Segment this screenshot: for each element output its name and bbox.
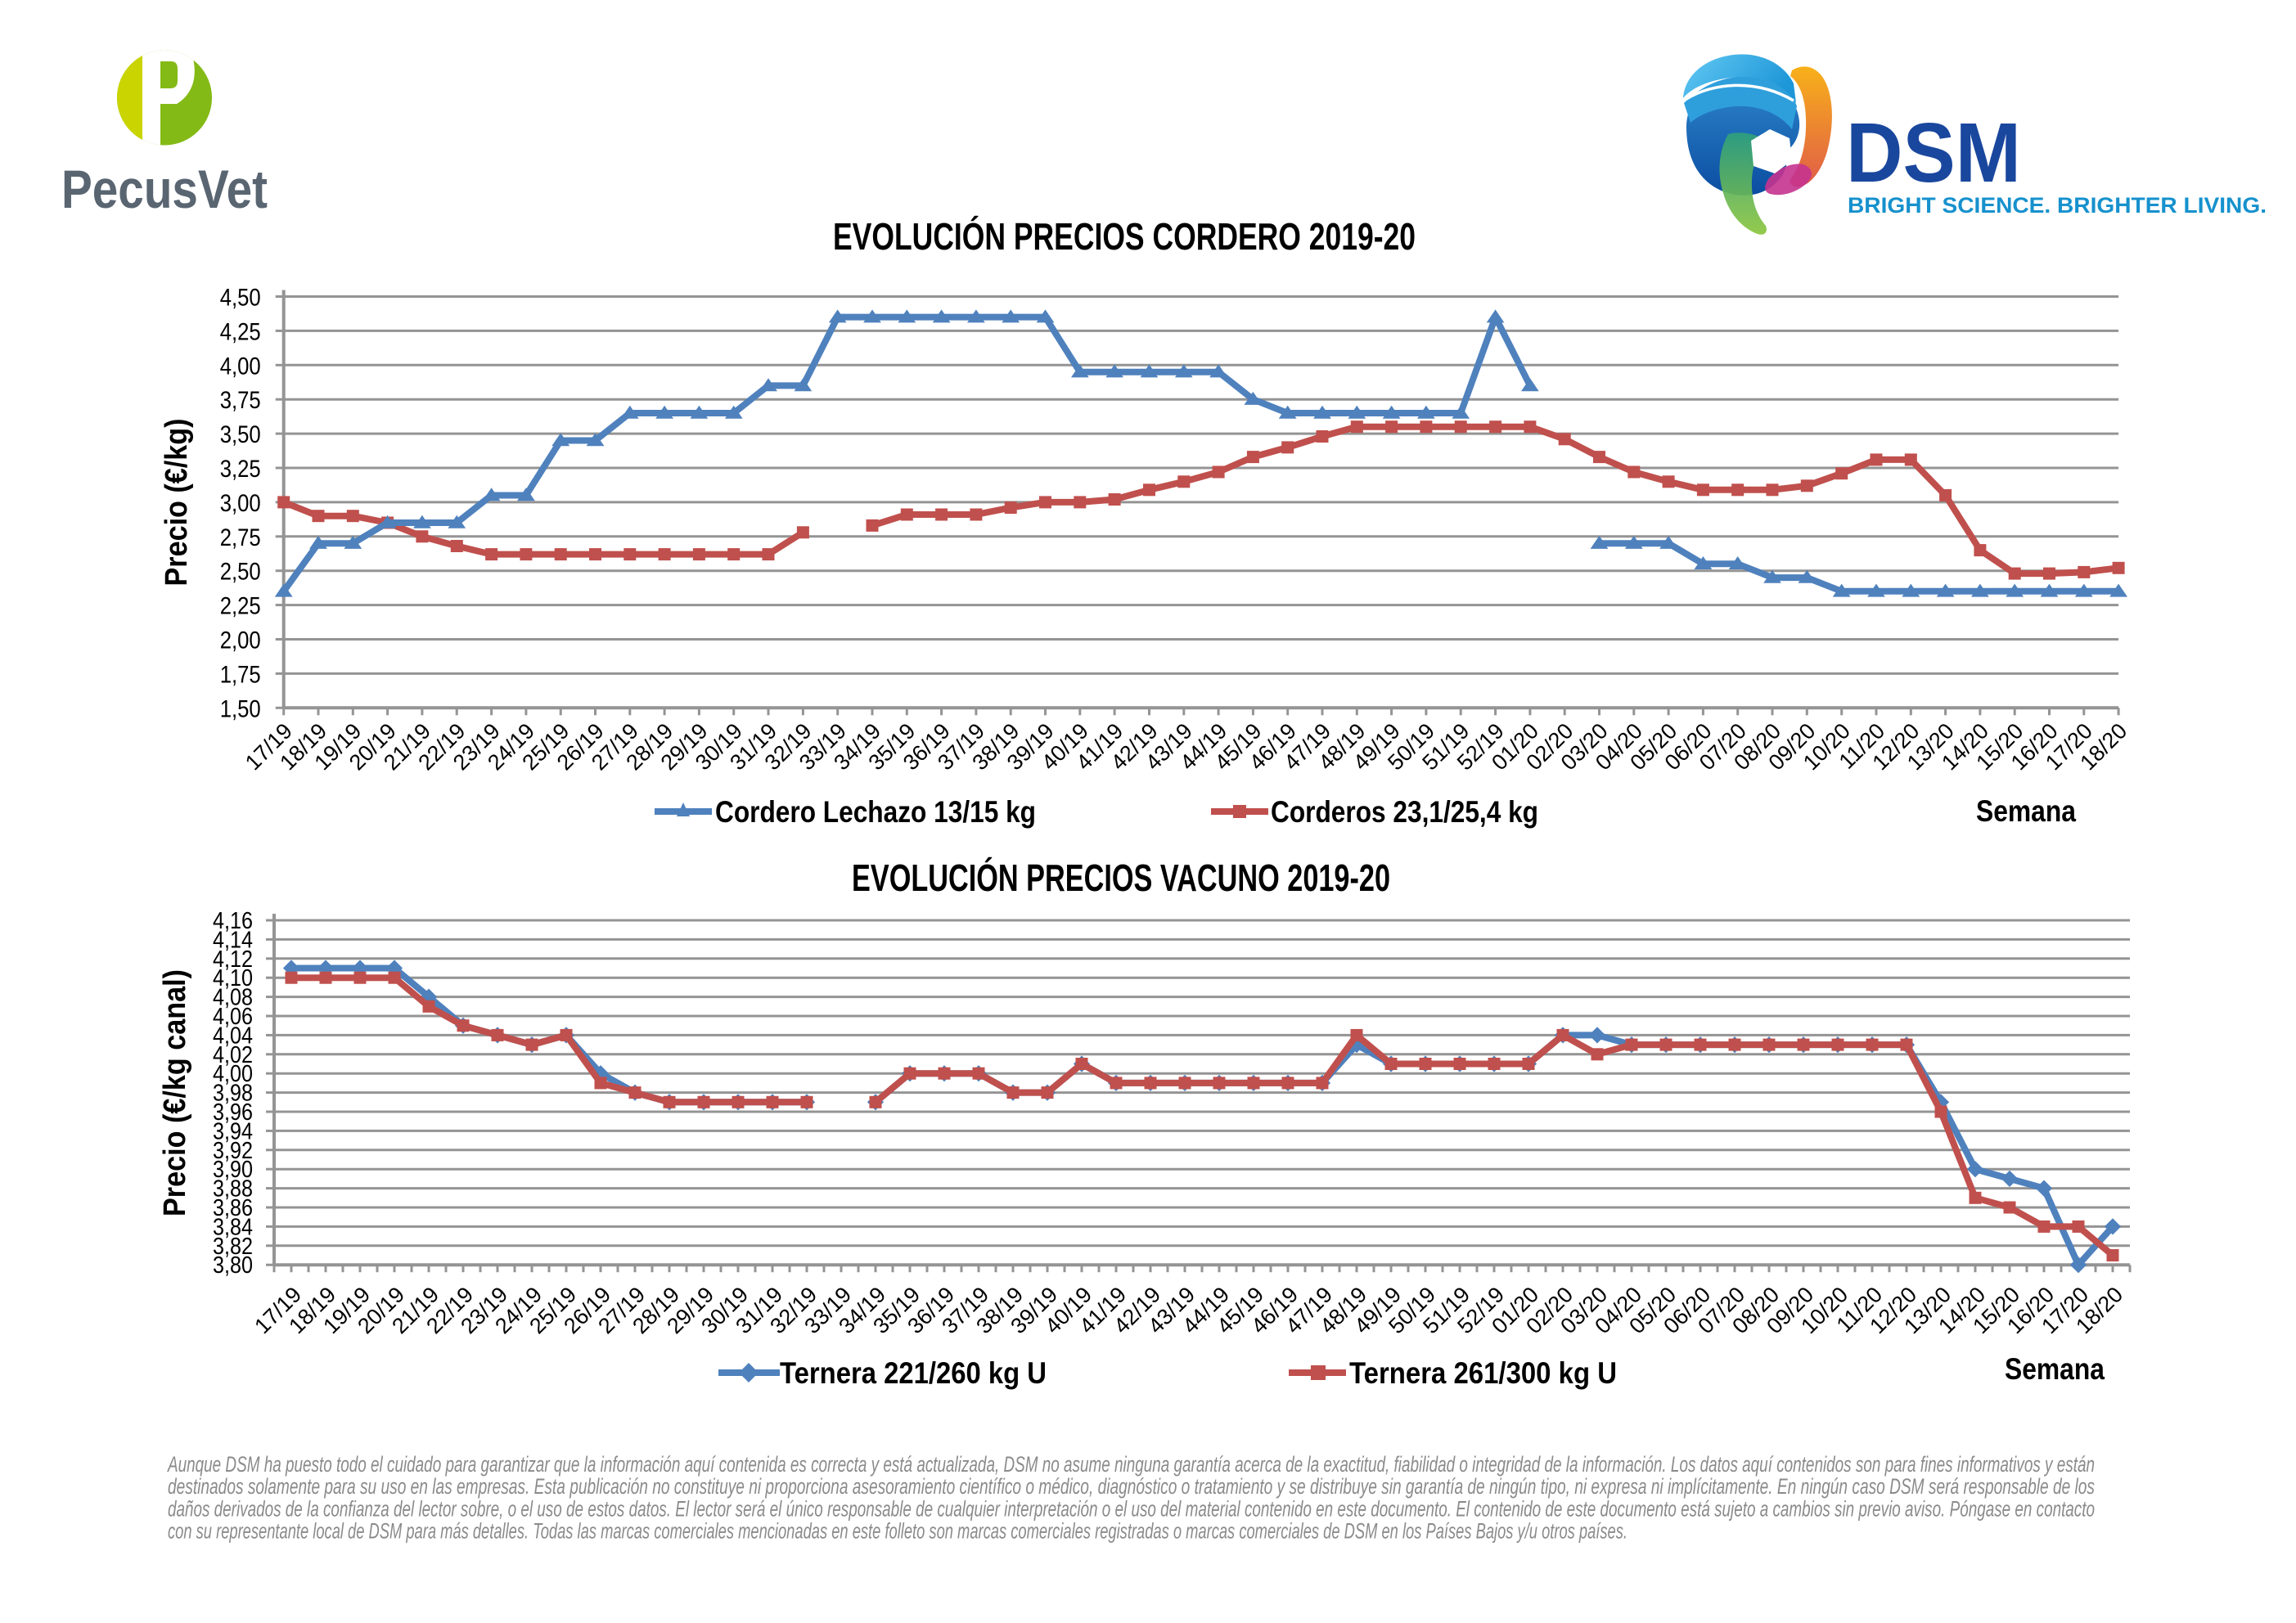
svg-text:1,75: 1,75 — [220, 661, 261, 688]
svg-text:destinados solamente para su u: destinados solamente para su uso en las … — [168, 1474, 2095, 1499]
svg-text:4,04: 4,04 — [213, 1023, 253, 1049]
svg-text:4,50: 4,50 — [220, 285, 261, 312]
svg-text:2,75: 2,75 — [220, 524, 261, 551]
svg-text:daños derivados de la confianz: daños derivados de la confianza del lect… — [168, 1496, 2095, 1521]
svg-text:4,16: 4,16 — [213, 908, 253, 934]
svg-text:Precio (€/kg canal): Precio (€/kg canal) — [158, 969, 192, 1216]
svg-text:PecusVet: PecusVet — [61, 159, 268, 219]
svg-text:con su representante local de: con su representante local de DSM para m… — [168, 1519, 1627, 1544]
svg-text:3,98: 3,98 — [213, 1081, 253, 1107]
svg-text:3,25: 3,25 — [220, 456, 261, 483]
svg-text:3,92: 3,92 — [213, 1138, 253, 1164]
svg-text:4,06: 4,06 — [213, 1004, 253, 1030]
svg-text:4,14: 4,14 — [213, 927, 253, 953]
svg-text:3,00: 3,00 — [220, 490, 261, 517]
svg-text:3,82: 3,82 — [213, 1234, 253, 1260]
svg-text:2,25: 2,25 — [220, 593, 261, 620]
svg-text:Semana: Semana — [1976, 794, 2076, 828]
svg-text:3,94: 3,94 — [213, 1118, 253, 1144]
svg-text:Aunque DSM ha puesto todo el c: Aunque DSM ha puesto todo el cuidado par… — [167, 1452, 2095, 1477]
svg-text:3,86: 3,86 — [213, 1195, 253, 1221]
svg-text:Ternera 261/300 kg U: Ternera 261/300 kg U — [1349, 1356, 1617, 1390]
svg-text:3,80: 3,80 — [213, 1252, 253, 1279]
svg-text:4,00: 4,00 — [220, 353, 261, 380]
svg-text:3,75: 3,75 — [220, 387, 261, 414]
svg-text:4,02: 4,02 — [213, 1042, 253, 1068]
svg-text:Corderos 23,1/25,4 kg: Corderos 23,1/25,4 kg — [1271, 795, 1538, 829]
svg-text:4,08: 4,08 — [213, 985, 253, 1011]
svg-text:2,50: 2,50 — [220, 559, 261, 586]
svg-text:EVOLUCIÓN PRECIOS CORDERO 2019: EVOLUCIÓN PRECIOS CORDERO 2019-20 — [833, 215, 1416, 258]
svg-text:3,50: 3,50 — [220, 421, 261, 448]
svg-text:Semana: Semana — [2005, 1352, 2105, 1386]
svg-text:3,90: 3,90 — [213, 1157, 253, 1183]
svg-text:BRIGHT SCIENCE. BRIGHTER LIVIN: BRIGHT SCIENCE. BRIGHTER LIVING. — [1848, 193, 2267, 218]
svg-text:EVOLUCIÓN PRECIOS VACUNO 2019-: EVOLUCIÓN PRECIOS VACUNO 2019-20 — [852, 856, 1390, 899]
svg-text:1,50: 1,50 — [220, 695, 261, 722]
svg-text:Ternera 221/260 kg U: Ternera 221/260 kg U — [780, 1356, 1047, 1390]
svg-text:2,00: 2,00 — [220, 627, 261, 654]
svg-text:4,12: 4,12 — [213, 946, 253, 973]
svg-text:4,25: 4,25 — [220, 318, 261, 345]
svg-text:4,10: 4,10 — [213, 965, 253, 991]
svg-text:4,00: 4,00 — [213, 1061, 253, 1087]
svg-text:DSM: DSM — [1846, 106, 2021, 200]
svg-text:3,84: 3,84 — [213, 1214, 253, 1240]
svg-text:3,88: 3,88 — [213, 1176, 253, 1203]
svg-text:Cordero Lechazo 13/15 kg: Cordero Lechazo 13/15 kg — [715, 795, 1036, 829]
svg-text:3,96: 3,96 — [213, 1099, 253, 1126]
svg-text:Precio (€/kg): Precio (€/kg) — [160, 419, 194, 587]
